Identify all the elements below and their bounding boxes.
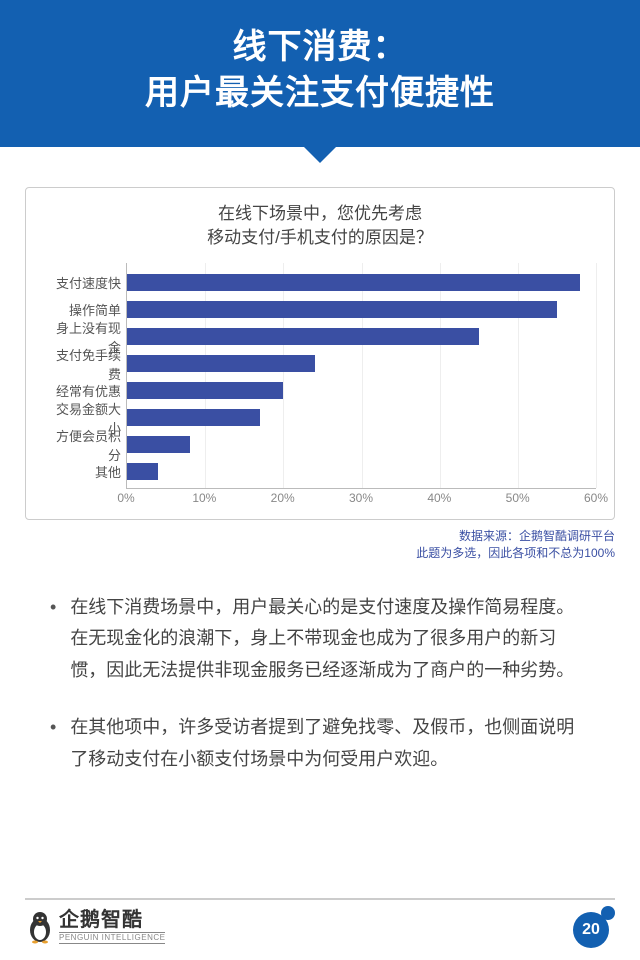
bar-label: 操作简单 <box>45 300 127 319</box>
logo-text: 企鹅智酷 PENGUIN INTELLIGENCE <box>59 910 165 944</box>
x-tick-label: 0% <box>117 491 134 505</box>
x-tick-label: 40% <box>427 491 451 505</box>
title-line-2: 用户最关注支付便捷性 <box>145 74 495 112</box>
bar <box>127 382 283 399</box>
bar-label: 支付免手续费 <box>45 345 127 383</box>
bar <box>127 301 557 318</box>
bar-label: 支付速度快 <box>45 273 127 292</box>
bar-row: 经常有优惠 <box>127 377 596 404</box>
page-number-badge: 20 <box>573 906 615 948</box>
bullet-dot-icon: • <box>50 592 56 687</box>
bar-row: 操作简单 <box>127 296 596 323</box>
bar-row: 交易金额大小 <box>127 404 596 431</box>
chart-title: 在线下场景中，您优先考虑 移动支付/手机支付的原因是？ <box>44 202 596 250</box>
header-pointer-icon <box>302 145 338 163</box>
page-title: 线下消费： 用户最关注支付便捷性 <box>20 25 620 117</box>
page-number: 20 <box>573 912 609 948</box>
bar-label: 其他 <box>45 462 127 481</box>
logo-en: PENGUIN INTELLIGENCE <box>59 932 165 944</box>
brand-logo: 企鹅智酷 PENGUIN INTELLIGENCE <box>25 910 165 944</box>
footer: 企鹅智酷 PENGUIN INTELLIGENCE 20 <box>25 898 615 948</box>
bullet-text: 在其他项中，许多受访者提到了避免找零、及假币，也侧面说明了移动支付在小额支付场景… <box>70 712 590 775</box>
bar-row: 其他 <box>127 458 596 485</box>
bullet-item: •在线下消费场景中，用户最关心的是支付速度及操作简易程度。在无现金化的浪潮下，身… <box>50 592 590 687</box>
bar-row: 方便会员积分 <box>127 431 596 458</box>
bullet-list: •在线下消费场景中，用户最关心的是支付速度及操作简易程度。在无现金化的浪潮下，身… <box>50 592 590 776</box>
chart-area: 支付速度快操作简单身上没有现金支付免手续费经常有优惠交易金额大小方便会员积分其他… <box>44 263 596 509</box>
bar-label: 方便会员积分 <box>45 426 127 464</box>
bar <box>127 436 190 453</box>
x-tick-label: 60% <box>584 491 608 505</box>
bar-label: 经常有优惠 <box>45 381 127 400</box>
x-tick-label: 20% <box>271 491 295 505</box>
x-tick-label: 50% <box>506 491 530 505</box>
bar <box>127 274 580 291</box>
penguin-icon <box>25 910 55 944</box>
header-banner: 线下消费： 用户最关注支付便捷性 <box>0 0 640 147</box>
bar <box>127 328 479 345</box>
bar-row: 支付速度快 <box>127 269 596 296</box>
bar <box>127 409 260 426</box>
title-line-1: 线下消费： <box>233 28 408 66</box>
x-axis: 0%10%20%30%40%50%60% <box>126 489 596 509</box>
chart-title-line-2: 移动支付/手机支付的原因是？ <box>207 228 433 247</box>
logo-cn: 企鹅智酷 <box>59 910 165 930</box>
bar <box>127 355 315 372</box>
x-tick-label: 10% <box>192 491 216 505</box>
bar <box>127 463 158 480</box>
source-line-2: 此题为多选，因此各项和不总为100% <box>416 546 615 560</box>
bar-container: 支付速度快操作简单身上没有现金支付免手续费经常有优惠交易金额大小方便会员积分其他 <box>126 263 596 489</box>
x-tick-label: 30% <box>349 491 373 505</box>
bullet-item: •在其他项中，许多受访者提到了避免找零、及假币，也侧面说明了移动支付在小额支付场… <box>50 712 590 775</box>
source-note: 数据来源：企鹅智酷调研平台 此题为多选，因此各项和不总为100% <box>25 528 615 562</box>
bar-row: 支付免手续费 <box>127 350 596 377</box>
bar-row: 身上没有现金 <box>127 323 596 350</box>
chart-card: 在线下场景中，您优先考虑 移动支付/手机支付的原因是？ 支付速度快操作简单身上没… <box>25 187 615 521</box>
bullet-dot-icon: • <box>50 712 56 775</box>
chart-title-line-1: 在线下场景中，您优先考虑 <box>218 204 422 223</box>
source-line-1: 数据来源：企鹅智酷调研平台 <box>459 529 615 543</box>
bullet-text: 在线下消费场景中，用户最关心的是支付速度及操作简易程度。在无现金化的浪潮下，身上… <box>70 592 590 687</box>
grid-line <box>596 263 597 488</box>
